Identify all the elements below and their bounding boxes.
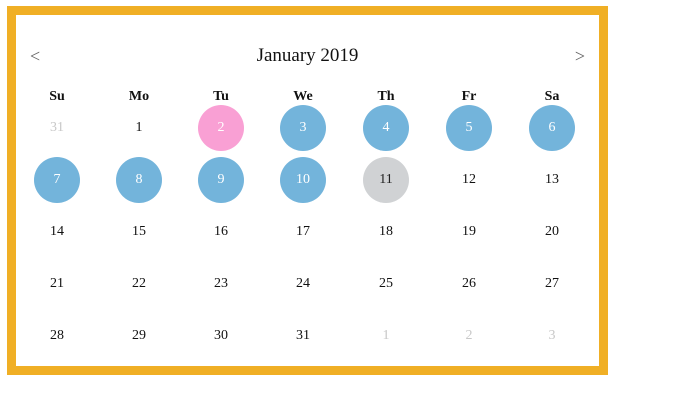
weekday-label: Fr (461, 89, 477, 104)
day-cell[interactable]: 27 (545, 276, 559, 291)
day-cell[interactable]: 14 (50, 224, 64, 239)
day-cell[interactable]: 1 (382, 328, 390, 343)
month-title: January 2019 (256, 45, 359, 66)
day-cell[interactable]: 9 (198, 157, 244, 203)
day-cell[interactable]: 20 (545, 224, 559, 239)
weekday-label: Sa (544, 89, 560, 104)
weekday-label: We (293, 89, 313, 104)
day-cell[interactable]: 1 (135, 120, 143, 135)
weekday-label: Tu (213, 89, 229, 104)
day-grid: 31 1 2 3 4 5 6 7 8 9 10 11 12 13 14 15 16 17 18 19 20 21 22 23 2… (16, 15, 599, 366)
day-cell[interactable]: 21 (50, 276, 64, 291)
day-cell[interactable]: 7 (34, 157, 80, 203)
day-cell[interactable]: 15 (132, 224, 146, 239)
day-cell[interactable]: 8 (116, 157, 162, 203)
day-cell[interactable]: 3 (280, 105, 326, 151)
day-cell[interactable]: 22 (132, 276, 146, 291)
calendar-header: < January 2019 > (16, 41, 599, 71)
day-cell[interactable]: 29 (132, 328, 146, 343)
day-cell[interactable]: 16 (214, 224, 228, 239)
day-cell[interactable]: 6 (529, 105, 575, 151)
day-cell[interactable]: 2 (465, 328, 473, 343)
day-cell[interactable]: 24 (296, 276, 310, 291)
day-cell[interactable]: 19 (462, 224, 476, 239)
weekday-label: Mo (128, 89, 150, 104)
day-cell[interactable]: 5 (446, 105, 492, 151)
day-cell[interactable]: 11 (363, 157, 409, 203)
day-cell[interactable]: 30 (214, 328, 228, 343)
day-cell[interactable]: 12 (462, 172, 476, 187)
day-cell[interactable]: 28 (50, 328, 64, 343)
prev-month-button[interactable]: < (30, 46, 41, 66)
day-cell[interactable]: 25 (379, 276, 393, 291)
day-cell[interactable]: 31 (296, 328, 310, 343)
next-month-button[interactable]: > (574, 46, 585, 66)
weekday-label: Su (49, 89, 65, 104)
weekday-header: Su Mo Tu We Th Fr Sa (16, 89, 599, 109)
day-cell[interactable]: 18 (379, 224, 393, 239)
day-cell[interactable]: 26 (462, 276, 476, 291)
day-cell[interactable]: 2 (198, 105, 244, 151)
day-cell[interactable]: 4 (363, 105, 409, 151)
day-cell[interactable]: 31 (50, 120, 64, 135)
day-cell[interactable]: 23 (214, 276, 228, 291)
day-cell[interactable]: 13 (545, 172, 559, 187)
calendar-widget: < January 2019 > Su Mo Tu We Th Fr Sa 31 1 2 3 4 5 6… (7, 6, 608, 375)
weekday-label: Th (377, 89, 395, 104)
day-cell[interactable]: 3 (548, 328, 556, 343)
day-cell[interactable]: 10 (280, 157, 326, 203)
day-cell[interactable]: 17 (296, 224, 310, 239)
